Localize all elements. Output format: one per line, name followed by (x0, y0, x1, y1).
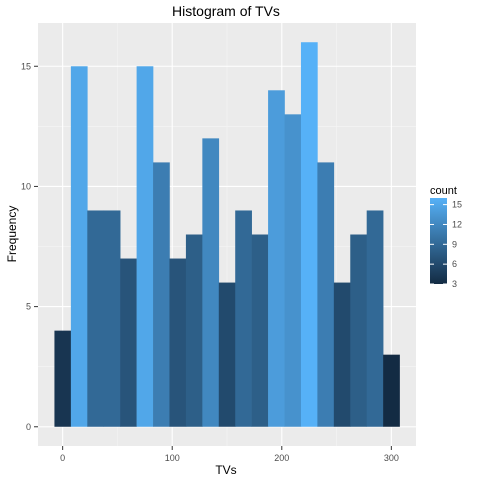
histogram-bar (301, 42, 318, 427)
x-tick-label: 0 (60, 453, 65, 463)
x-tick-label: 200 (274, 453, 289, 463)
legend-label: 12 (452, 219, 462, 229)
y-axis-label: Frequency (5, 206, 19, 263)
legend-label: 6 (452, 259, 457, 269)
histogram-bar (186, 235, 203, 427)
histogram-bar (252, 235, 269, 427)
histogram-bar (153, 162, 170, 426)
histogram-bar (350, 235, 367, 427)
histogram-bar (219, 283, 236, 427)
legend-label: 9 (452, 239, 457, 249)
chart-title: Histogram of TVs (172, 3, 280, 19)
histogram-bar (71, 66, 88, 427)
y-tick-label: 10 (21, 181, 31, 191)
histogram-bar (383, 355, 400, 427)
y-axis: 0 5 10 15 (21, 61, 38, 432)
histogram-bar (367, 210, 384, 426)
histogram-bar (137, 66, 154, 427)
histogram-bar (285, 114, 302, 426)
x-axis: 0 100 200 300 (60, 446, 399, 463)
legend-label: 15 (452, 200, 462, 210)
histogram-bar (235, 210, 252, 426)
histogram-bar (317, 162, 334, 426)
histogram-bar (54, 331, 71, 427)
legend: count 15 12 9 6 3 (430, 185, 462, 289)
histogram-bar (202, 138, 219, 426)
legend-colorbar (430, 198, 447, 284)
histogram-bar (334, 283, 351, 427)
legend-label: 3 (452, 279, 457, 289)
histogram-bar (104, 210, 121, 426)
histogram-bar (169, 259, 186, 427)
y-tick-label: 0 (26, 422, 31, 432)
histogram-bar (120, 259, 137, 427)
histogram-bar (87, 210, 104, 426)
x-tick-label: 300 (384, 453, 399, 463)
y-tick-label: 15 (21, 61, 31, 71)
x-tick-label: 100 (165, 453, 180, 463)
x-axis-label: TVs (215, 463, 236, 477)
y-tick-label: 5 (26, 302, 31, 312)
legend-title: count (430, 185, 457, 197)
histogram-bar (268, 90, 285, 426)
